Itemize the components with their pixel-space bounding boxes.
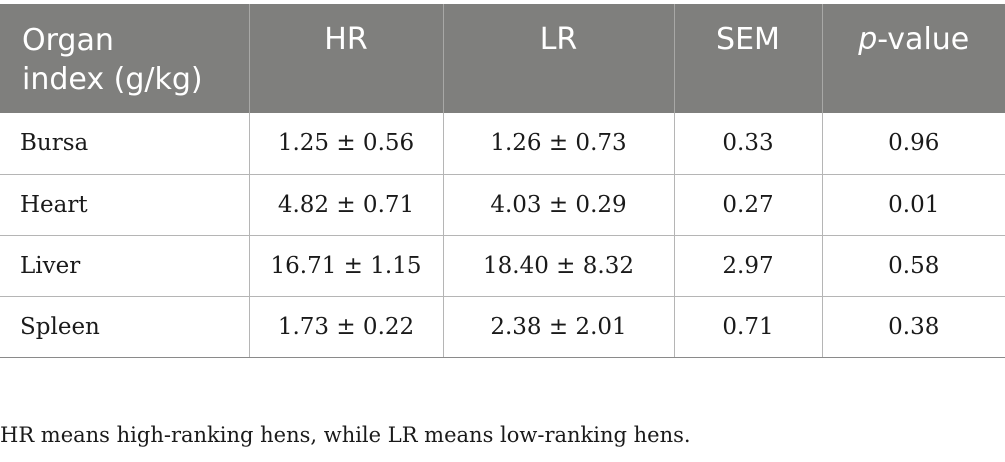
header-organ-index: Organ index (g/kg) [0, 4, 249, 113]
cell-p-value: 0.96 [821, 113, 1005, 175]
cell-sem: 0.71 [673, 296, 822, 358]
header-p-rest: -value [877, 22, 970, 57]
header-p-value: p-value [821, 4, 1005, 113]
header-lr: LR [442, 4, 674, 113]
cell-organ: Bursa [0, 113, 249, 175]
cell-lr: 18.40 ± 8.32 [442, 235, 674, 297]
organ-index-table: Organ index (g/kg) HR LR SEM p-value [0, 4, 1005, 358]
cell-sem: 0.27 [673, 174, 822, 236]
cell-sem: 2.97 [673, 235, 822, 297]
table-header: Organ index (g/kg) HR LR SEM p-value [0, 4, 1005, 113]
cell-organ: Heart [0, 174, 249, 236]
table-row: Spleen 1.73 ± 0.22 2.38 ± 2.01 0.71 0.38 [0, 296, 1005, 358]
table-row: Heart 4.82 ± 0.71 4.03 ± 0.29 0.27 0.01 [0, 174, 1005, 236]
cell-organ: Spleen [0, 296, 249, 358]
header-organ-line2: index (g/kg) [22, 62, 203, 97]
cell-p-value: 0.38 [821, 296, 1005, 358]
header-p-italic: p [858, 22, 878, 57]
cell-lr: 2.38 ± 2.01 [442, 296, 674, 358]
table-row: Bursa 1.25 ± 0.56 1.26 ± 0.73 0.33 0.96 [0, 113, 1005, 175]
cell-hr: 1.25 ± 0.56 [248, 113, 443, 175]
table-footnote: HR means high-ranking hens, while LR mea… [0, 423, 691, 447]
table-row: Liver 16.71 ± 1.15 18.40 ± 8.32 2.97 0.5… [0, 235, 1005, 297]
header-organ-line1: Organ [22, 23, 114, 58]
cell-p-value: 0.01 [821, 174, 1005, 236]
cell-organ: Liver [0, 235, 249, 297]
cell-p-value: 0.58 [821, 235, 1005, 297]
header-hr: HR [248, 4, 443, 113]
header-sem: SEM [673, 4, 822, 113]
cell-lr: 4.03 ± 0.29 [442, 174, 674, 236]
table-body: Bursa 1.25 ± 0.56 1.26 ± 0.73 0.33 0.96 … [0, 113, 1005, 358]
cell-hr: 16.71 ± 1.15 [248, 235, 443, 297]
cell-hr: 4.82 ± 0.71 [248, 174, 443, 236]
cell-lr: 1.26 ± 0.73 [442, 113, 674, 175]
organ-index-table-container: Organ index (g/kg) HR LR SEM p-value [0, 4, 1005, 358]
cell-hr: 1.73 ± 0.22 [248, 296, 443, 358]
cell-sem: 0.33 [673, 113, 822, 175]
header-row: Organ index (g/kg) HR LR SEM p-value [0, 4, 1005, 113]
